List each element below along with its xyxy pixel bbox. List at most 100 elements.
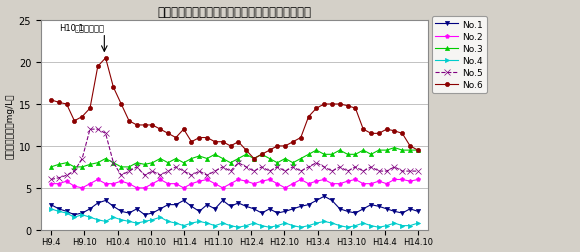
No.2 [204,178,211,181]
No.1 [251,207,258,210]
No.2 [212,182,219,185]
No.2 [328,182,335,185]
Line: No.1: No.1 [49,194,420,217]
No.2 [321,178,328,181]
No.2 [360,182,367,185]
No.5 [55,177,62,180]
No.1 [305,203,312,206]
No.3 [165,162,172,165]
No.3 [282,157,289,160]
No.6 [328,103,335,106]
No.5 [321,166,328,169]
No.5 [172,166,179,169]
No.4 [212,224,219,227]
No.6 [251,157,258,160]
No.5 [305,166,312,169]
No.4 [219,222,226,225]
No.5 [274,166,281,169]
No.1 [242,205,249,208]
No.6 [141,124,148,127]
No.2 [375,180,382,183]
No.4 [336,224,343,227]
No.2 [125,182,132,185]
No.5 [165,170,172,173]
No.5 [407,170,414,173]
No.2 [165,182,172,185]
No.6 [125,120,132,123]
No.3 [212,153,219,156]
No.1 [289,207,296,210]
Line: No.3: No.3 [49,146,420,169]
No.4 [63,212,70,215]
No.1 [399,212,406,215]
No.6 [298,137,304,140]
No.3 [79,166,86,169]
No.3 [125,166,132,169]
No.3 [274,162,281,165]
No.1 [212,207,219,210]
No.5 [266,170,273,173]
No.6 [180,128,187,131]
No.4 [360,222,367,225]
No.5 [149,170,156,173]
No.6 [157,128,164,131]
No.3 [71,166,78,169]
No.6 [336,103,343,106]
No.6 [321,103,328,106]
No.3 [360,149,367,152]
No.6 [282,145,289,148]
No.3 [55,163,62,166]
No.1 [407,207,414,210]
No.4 [149,218,156,221]
Y-axis label: 塩化物イオン（mg/L）: 塩化物イオン（mg/L） [6,93,14,158]
No.5 [212,170,219,173]
No.6 [63,103,70,106]
No.1 [102,199,109,202]
No.6 [391,130,398,133]
No.1 [48,203,55,206]
No.2 [102,182,109,185]
No.1 [110,205,117,208]
No.6 [235,141,242,144]
No.5 [95,128,102,131]
No.2 [180,187,187,190]
No.6 [219,141,226,144]
No.6 [55,101,62,104]
Line: No.4: No.4 [49,207,420,230]
No.1 [336,207,343,210]
No.5 [368,166,375,169]
No.4 [86,216,93,219]
No.2 [298,178,304,181]
No.4 [328,222,335,225]
No.6 [313,107,320,110]
No.2 [274,182,281,185]
No.1 [282,210,289,213]
No.3 [258,153,265,156]
No.4 [399,224,406,227]
Line: No.6: No.6 [49,56,420,161]
No.5 [282,170,289,173]
No.5 [258,166,265,169]
Text: 一部気密開始: 一部気密開始 [74,24,104,33]
No.4 [266,226,273,229]
No.1 [141,213,148,216]
No.6 [188,141,195,144]
Line: No.2: No.2 [49,178,420,190]
No.2 [289,182,296,185]
No.4 [274,224,281,227]
No.3 [149,162,156,165]
No.5 [71,170,78,173]
No.5 [188,174,195,177]
No.3 [86,163,93,166]
No.3 [328,153,335,156]
No.4 [227,224,234,227]
No.1 [313,199,320,202]
No.4 [141,220,148,223]
No.3 [368,153,375,156]
No.1 [204,203,211,206]
No.5 [391,166,398,169]
No.6 [266,149,273,152]
No.4 [79,213,86,216]
No.6 [48,99,55,102]
No.3 [242,153,249,156]
